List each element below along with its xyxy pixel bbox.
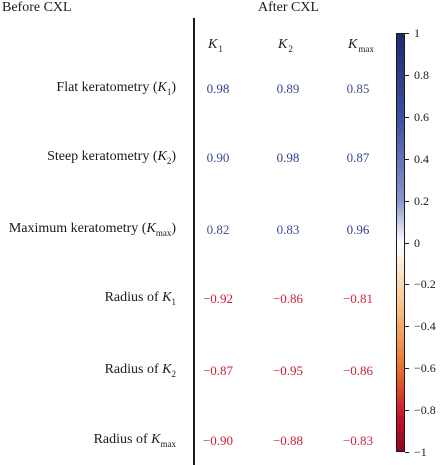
cell-r4-c1: −0.95	[272, 363, 304, 378]
cell-r5-c0: −0.90	[202, 433, 234, 448]
cell-r2-c1: 0.83	[276, 222, 300, 237]
cell-r1-c1: 0.98	[276, 150, 300, 165]
cell-r5-c1: −0.88	[272, 433, 304, 448]
colorbar-tick-label-8: −0.6	[414, 361, 436, 375]
colorbar-tick-label-2: 0.6	[414, 110, 429, 124]
colorbar-tick-label-4: 0.2	[414, 194, 429, 208]
colorbar-tick-7	[405, 326, 409, 327]
cell-r0-c1: 0.89	[276, 81, 300, 96]
column-header-0: K1	[208, 37, 223, 54]
row-label-0: Flat keratometry (K1)	[56, 80, 176, 97]
colorbar-tick-5	[405, 243, 409, 244]
row-label-1: Steep keratometry (K2)	[47, 149, 176, 166]
cell-r4-c2: −0.86	[342, 363, 374, 378]
colorbar-tick-label-7: −0.4	[414, 319, 436, 333]
colorbar-tick-8	[405, 368, 409, 369]
column-header-2: Kmax	[348, 37, 374, 54]
colorbar-tick-label-1: 0.8	[414, 68, 429, 82]
colorbar-tick-10	[405, 452, 409, 453]
colorbar-tick-label-0: 1	[414, 26, 420, 40]
colorbar-tick-0	[405, 33, 409, 34]
after-cxl-header: After CXL	[258, 0, 320, 15]
cell-r0-c2: 0.85	[346, 81, 370, 96]
table-divider	[193, 18, 195, 465]
colorbar-tick-2	[405, 117, 409, 118]
before-cxl-header: Before CXL	[2, 0, 72, 15]
colorbar-tick-label-5: 0	[414, 236, 420, 250]
cell-r5-c2: −0.83	[342, 433, 374, 448]
row-label-5: Radius of Kmax	[93, 432, 176, 449]
cell-r2-c0: 0.82	[206, 222, 230, 237]
cell-r3-c2: −0.81	[342, 291, 374, 306]
colorbar-tick-9	[405, 410, 409, 411]
cell-r4-c0: −0.87	[202, 363, 234, 378]
cell-r1-c0: 0.90	[206, 150, 230, 165]
cell-r0-c0: 0.98	[206, 81, 230, 96]
row-label-4: Radius of K2	[104, 362, 176, 379]
cell-r2-c2: 0.96	[346, 222, 370, 237]
colorbar	[396, 33, 405, 452]
colorbar-tick-label-3: 0.4	[414, 152, 429, 166]
colorbar-tick-label-10: −1	[414, 445, 427, 459]
colorbar-tick-6	[405, 284, 409, 285]
colorbar-tick-1	[405, 75, 409, 76]
column-header-1: K2	[278, 37, 293, 54]
cell-r1-c2: 0.87	[346, 150, 370, 165]
row-label-3: Radius of K1	[104, 290, 176, 307]
row-label-2: Maximum keratometry (Kmax)	[8, 221, 176, 238]
colorbar-tick-label-6: −0.2	[414, 277, 436, 291]
colorbar-tick-4	[405, 201, 409, 202]
colorbar-tick-label-9: −0.8	[414, 403, 436, 417]
colorbar-tick-3	[405, 159, 409, 160]
cell-r3-c0: −0.92	[202, 291, 234, 306]
cell-r3-c1: −0.86	[272, 291, 304, 306]
